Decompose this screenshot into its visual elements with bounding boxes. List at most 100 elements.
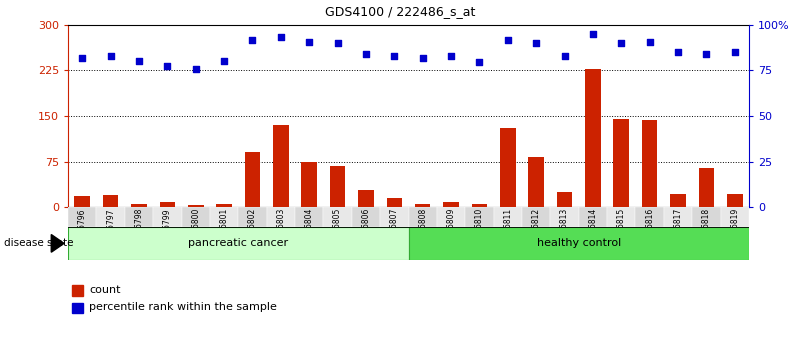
Point <box>586 31 599 37</box>
Bar <box>727 194 743 207</box>
Point <box>246 37 259 43</box>
Bar <box>103 195 119 207</box>
Bar <box>550 207 578 227</box>
Point <box>275 34 288 40</box>
Bar <box>358 190 374 207</box>
Text: GSM356799: GSM356799 <box>163 208 172 255</box>
Point <box>133 58 146 64</box>
Bar <box>614 119 629 207</box>
Bar <box>216 204 232 207</box>
Text: GSM356806: GSM356806 <box>361 208 370 255</box>
Text: pancreatic cancer: pancreatic cancer <box>188 238 288 249</box>
Point <box>501 37 514 43</box>
Text: GSM356808: GSM356808 <box>418 208 427 254</box>
Point <box>529 40 542 46</box>
Bar <box>585 69 601 207</box>
Bar <box>273 125 288 207</box>
Text: GSM356818: GSM356818 <box>702 208 710 254</box>
Bar <box>324 207 352 227</box>
Text: GSM356815: GSM356815 <box>617 208 626 254</box>
Bar <box>267 207 295 227</box>
Text: count: count <box>89 285 120 295</box>
Text: GSM356819: GSM356819 <box>731 208 739 254</box>
Point <box>104 53 117 59</box>
Bar <box>352 207 380 227</box>
Bar <box>664 207 692 227</box>
Bar <box>493 207 522 227</box>
Text: GSM356810: GSM356810 <box>475 208 484 254</box>
Text: GSM356807: GSM356807 <box>390 208 399 255</box>
Text: disease state: disease state <box>4 238 74 249</box>
Point <box>161 63 174 69</box>
Text: GSM356816: GSM356816 <box>645 208 654 254</box>
Point <box>671 49 684 55</box>
Bar <box>131 204 147 207</box>
Bar <box>692 207 721 227</box>
Point <box>303 39 316 45</box>
Point <box>700 51 713 57</box>
Bar <box>437 207 465 227</box>
Bar <box>698 167 714 207</box>
Point <box>331 40 344 46</box>
Bar <box>578 207 607 227</box>
Bar <box>301 161 317 207</box>
Text: GSM356814: GSM356814 <box>589 208 598 254</box>
Text: GDS4100 / 222486_s_at: GDS4100 / 222486_s_at <box>325 5 476 18</box>
Text: GSM356805: GSM356805 <box>333 208 342 255</box>
Bar <box>210 207 239 227</box>
Point <box>615 40 628 46</box>
Bar <box>409 227 749 260</box>
Bar <box>500 128 516 207</box>
Bar <box>239 207 267 227</box>
Text: GSM356801: GSM356801 <box>219 208 228 254</box>
Text: GSM356811: GSM356811 <box>503 208 513 254</box>
Bar <box>607 207 635 227</box>
Bar <box>159 202 175 207</box>
Text: GSM356803: GSM356803 <box>276 208 285 255</box>
Text: GSM356804: GSM356804 <box>304 208 314 255</box>
Bar <box>380 207 409 227</box>
Text: GSM356817: GSM356817 <box>674 208 682 254</box>
Bar <box>387 198 402 207</box>
Point <box>643 39 656 45</box>
Bar <box>529 157 544 207</box>
Point <box>728 49 741 55</box>
Point <box>388 53 400 59</box>
Text: GSM356813: GSM356813 <box>560 208 569 254</box>
Text: GSM356812: GSM356812 <box>532 208 541 254</box>
Polygon shape <box>51 234 64 252</box>
Text: GSM356796: GSM356796 <box>78 208 87 255</box>
Bar <box>415 204 430 207</box>
Text: GSM356809: GSM356809 <box>447 208 456 255</box>
Text: percentile rank within the sample: percentile rank within the sample <box>89 302 277 312</box>
Bar <box>465 207 493 227</box>
Bar <box>182 207 210 227</box>
Point <box>558 53 571 59</box>
Point <box>218 58 231 64</box>
Point <box>473 59 486 65</box>
Bar <box>125 207 153 227</box>
Bar <box>330 166 345 207</box>
Bar <box>153 207 182 227</box>
Bar <box>68 207 96 227</box>
Point <box>360 51 372 57</box>
Bar <box>68 227 409 260</box>
Bar <box>522 207 550 227</box>
Text: healthy control: healthy control <box>537 238 621 249</box>
Bar <box>670 194 686 207</box>
Bar <box>642 120 658 207</box>
Text: GSM356800: GSM356800 <box>191 208 200 255</box>
Point <box>417 55 429 61</box>
Bar <box>472 204 487 207</box>
Text: GSM356802: GSM356802 <box>248 208 257 254</box>
Bar <box>74 196 90 207</box>
Point <box>445 53 457 59</box>
Text: GSM356798: GSM356798 <box>135 208 143 255</box>
Bar <box>188 205 203 207</box>
Bar <box>443 202 459 207</box>
Bar <box>244 153 260 207</box>
Bar <box>557 192 573 207</box>
Text: GSM356797: GSM356797 <box>107 208 115 255</box>
Bar <box>96 207 125 227</box>
Bar <box>635 207 664 227</box>
